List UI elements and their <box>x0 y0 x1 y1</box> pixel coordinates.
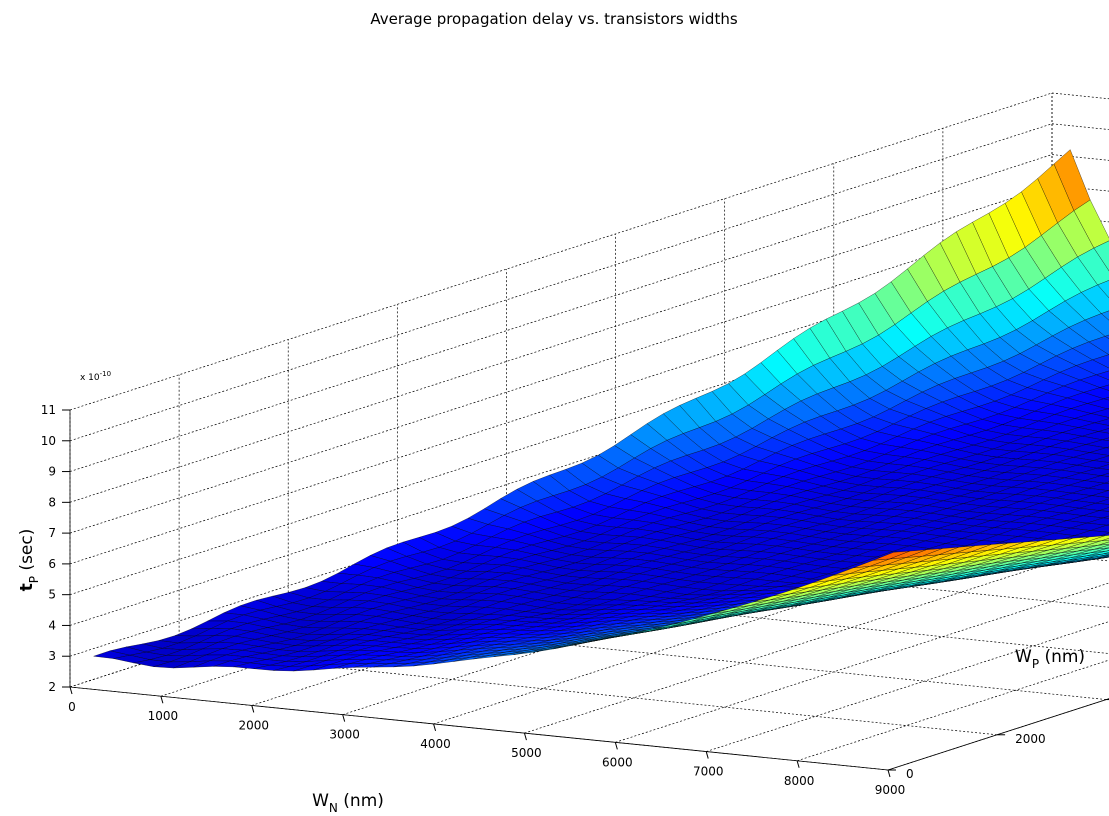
y-axis-line <box>887 698 1109 771</box>
y-tick-label: 0 <box>906 767 914 781</box>
x-tick-label: 9000 <box>875 783 906 797</box>
x-tick-mark <box>614 742 618 750</box>
z-exponent-label: x 10-10 <box>80 370 111 383</box>
x-axis-label: WN (nm) <box>312 791 384 815</box>
z-tick-label: 7 <box>48 526 56 540</box>
x-tick-label: 5000 <box>511 746 542 760</box>
surface-cell <box>1095 498 1109 505</box>
surface-cell <box>1104 334 1109 340</box>
x-tick-mark <box>69 686 73 695</box>
surface-cell <box>1097 280 1109 299</box>
surface-cell <box>1100 472 1109 477</box>
x-tick-label: 3000 <box>329 728 360 742</box>
z-tick-label: 3 <box>48 649 56 663</box>
y-tick-label: 2000 <box>1015 732 1046 746</box>
z-tick-label: 5 <box>48 588 56 602</box>
x-tick-label: 2000 <box>239 718 270 732</box>
z-tick-label: 10 <box>41 434 56 448</box>
y-axis-label: WP (nm) <box>1015 647 1085 671</box>
surface-cell <box>1097 464 1109 470</box>
surface-cell <box>1103 397 1109 401</box>
x-tick-mark <box>523 732 527 741</box>
x-axis-line <box>69 686 889 771</box>
surface-cell <box>1100 310 1109 321</box>
x-tick-label: 4000 <box>420 737 451 751</box>
x-tick-label: 0 <box>68 700 76 714</box>
x-tick-mark <box>342 714 346 722</box>
surface-cell <box>1099 507 1109 512</box>
z-tick-label: 11 <box>41 403 56 417</box>
surface-cell <box>1098 428 1109 434</box>
surface-cell <box>873 550 910 561</box>
x-tick-mark <box>433 723 437 732</box>
x-tick-mark <box>160 696 164 704</box>
x-tick-label: 8000 <box>784 774 815 788</box>
axis-ticks: 0100020003000400050006000700080009000020… <box>41 403 1109 797</box>
x-tick-label: 6000 <box>602 755 633 769</box>
z-tick-label: 8 <box>48 495 56 509</box>
x-tick-mark <box>251 705 255 713</box>
surface-cell <box>1095 370 1109 381</box>
delay-surface <box>93 149 1109 672</box>
z-tick-label: 2 <box>48 680 56 694</box>
surface-cell <box>1099 384 1109 391</box>
z-axis-label: tP (sec) <box>17 529 41 592</box>
chart-title: Average propagation delay vs. transistor… <box>370 10 738 28</box>
x-tick-mark <box>796 760 800 768</box>
x-tick-mark <box>705 751 709 759</box>
x-tick-label: 7000 <box>693 765 724 779</box>
surface-cell <box>1103 515 1109 519</box>
x-tick-label: 1000 <box>148 709 179 723</box>
z-tick-label: 4 <box>48 618 56 632</box>
x-tick-mark <box>887 769 891 778</box>
z-tick-label: 9 <box>48 465 56 479</box>
z-tick-label: 6 <box>48 557 56 571</box>
